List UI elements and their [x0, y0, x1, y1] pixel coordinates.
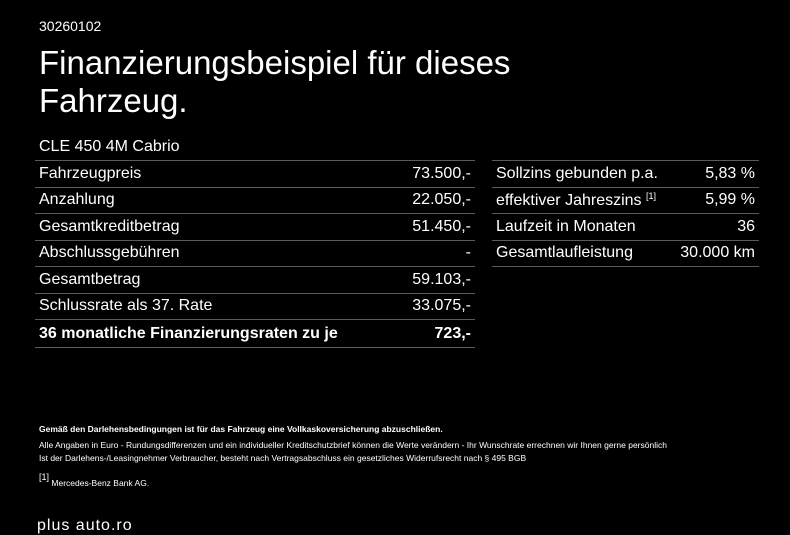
monthly-rate-row: 36 monatliche Finanzierungsraten zu je 72…: [35, 319, 475, 348]
insurance-note: Gemäß den Darlehensbedingungen ist für d…: [39, 424, 443, 434]
row-value: 5,99 %: [673, 187, 759, 214]
table-row: Anzahlung 22.050,-: [35, 187, 475, 214]
row-label: effektiver Jahreszins [1]: [492, 187, 674, 214]
footnote-mark: [1]: [39, 472, 50, 482]
terms-table: Sollzins gebunden p.a. 5,83 % effektiver …: [492, 160, 759, 267]
footnote-ref: [1]: [646, 190, 657, 201]
row-value: 723,-: [399, 319, 475, 348]
disclaimer-line: Alle Angaben in Euro - Rundungsdifferenz…: [39, 440, 667, 450]
row-value: -: [399, 240, 475, 267]
table-row: effektiver Jahreszins [1] 5,99 %: [492, 187, 759, 214]
row-value: 36: [673, 213, 759, 241]
row-label: Sollzins gebunden p.a.: [492, 160, 674, 188]
footnote-text: Mercedes-Benz Bank AG.: [51, 478, 150, 488]
row-value: 5,83 %: [673, 160, 759, 188]
model-name: CLE 450 4M Cabrio: [39, 138, 180, 155]
row-value: 51.450,-: [399, 213, 475, 241]
row-label: 36 monatliche Finanzierungsraten zu je: [35, 319, 400, 348]
row-label: Gesamtbetrag: [35, 266, 400, 294]
table-row: Gesamtbetrag 59.103,-: [35, 266, 475, 294]
footnote: [1] Mercedes-Benz Bank AG.: [39, 471, 759, 490]
table-row: Laufzeit in Monaten 36: [492, 213, 759, 241]
disclaimer: Alle Angaben in Euro - Rundungsdifferenz…: [39, 439, 759, 465]
row-value: 73.500,-: [399, 160, 475, 188]
table-row: Gesamtlaufleistung 30.000 km: [492, 240, 759, 267]
row-label: Anzahlung: [35, 187, 400, 214]
disclaimer-line: Ist der Darlehens-/Leasingnehmer Verbrau…: [39, 453, 527, 463]
row-value: 33.075,-: [399, 293, 475, 320]
row-label: Gesamtlaufleistung: [492, 240, 674, 267]
table-row: Schlussrate als 37. Rate 33.075,-: [35, 293, 475, 320]
table-row: Gesamtkreditbetrag 51.450,-: [35, 213, 475, 241]
table-row: Sollzins gebunden p.a. 5,83 %: [492, 160, 759, 188]
row-value: 22.050,-: [399, 187, 475, 214]
table-row: Fahrzeugpreis 73.500,-: [35, 160, 475, 188]
table-row: Abschlussgebühren -: [35, 240, 475, 267]
row-label: Fahrzeugpreis: [35, 160, 400, 188]
vehicle-code: 30260102: [39, 18, 102, 34]
page-title: Finanzierungsbeispiel für dieses Fahrzeu…: [39, 44, 511, 119]
row-label: Abschlussgebühren: [35, 240, 400, 267]
brand-watermark: plus auto.ro: [37, 517, 133, 534]
row-label: Laufzeit in Monaten: [492, 213, 674, 241]
row-value: 59.103,-: [399, 266, 475, 294]
row-label: Schlussrate als 37. Rate: [35, 293, 400, 320]
financing-table: Fahrzeugpreis 73.500,- Anzahlung 22.050,- …: [35, 160, 475, 348]
row-label-text: effektiver Jahreszins: [496, 191, 642, 209]
row-label: Gesamtkreditbetrag: [35, 213, 400, 241]
row-value: 30.000 km: [673, 240, 759, 267]
